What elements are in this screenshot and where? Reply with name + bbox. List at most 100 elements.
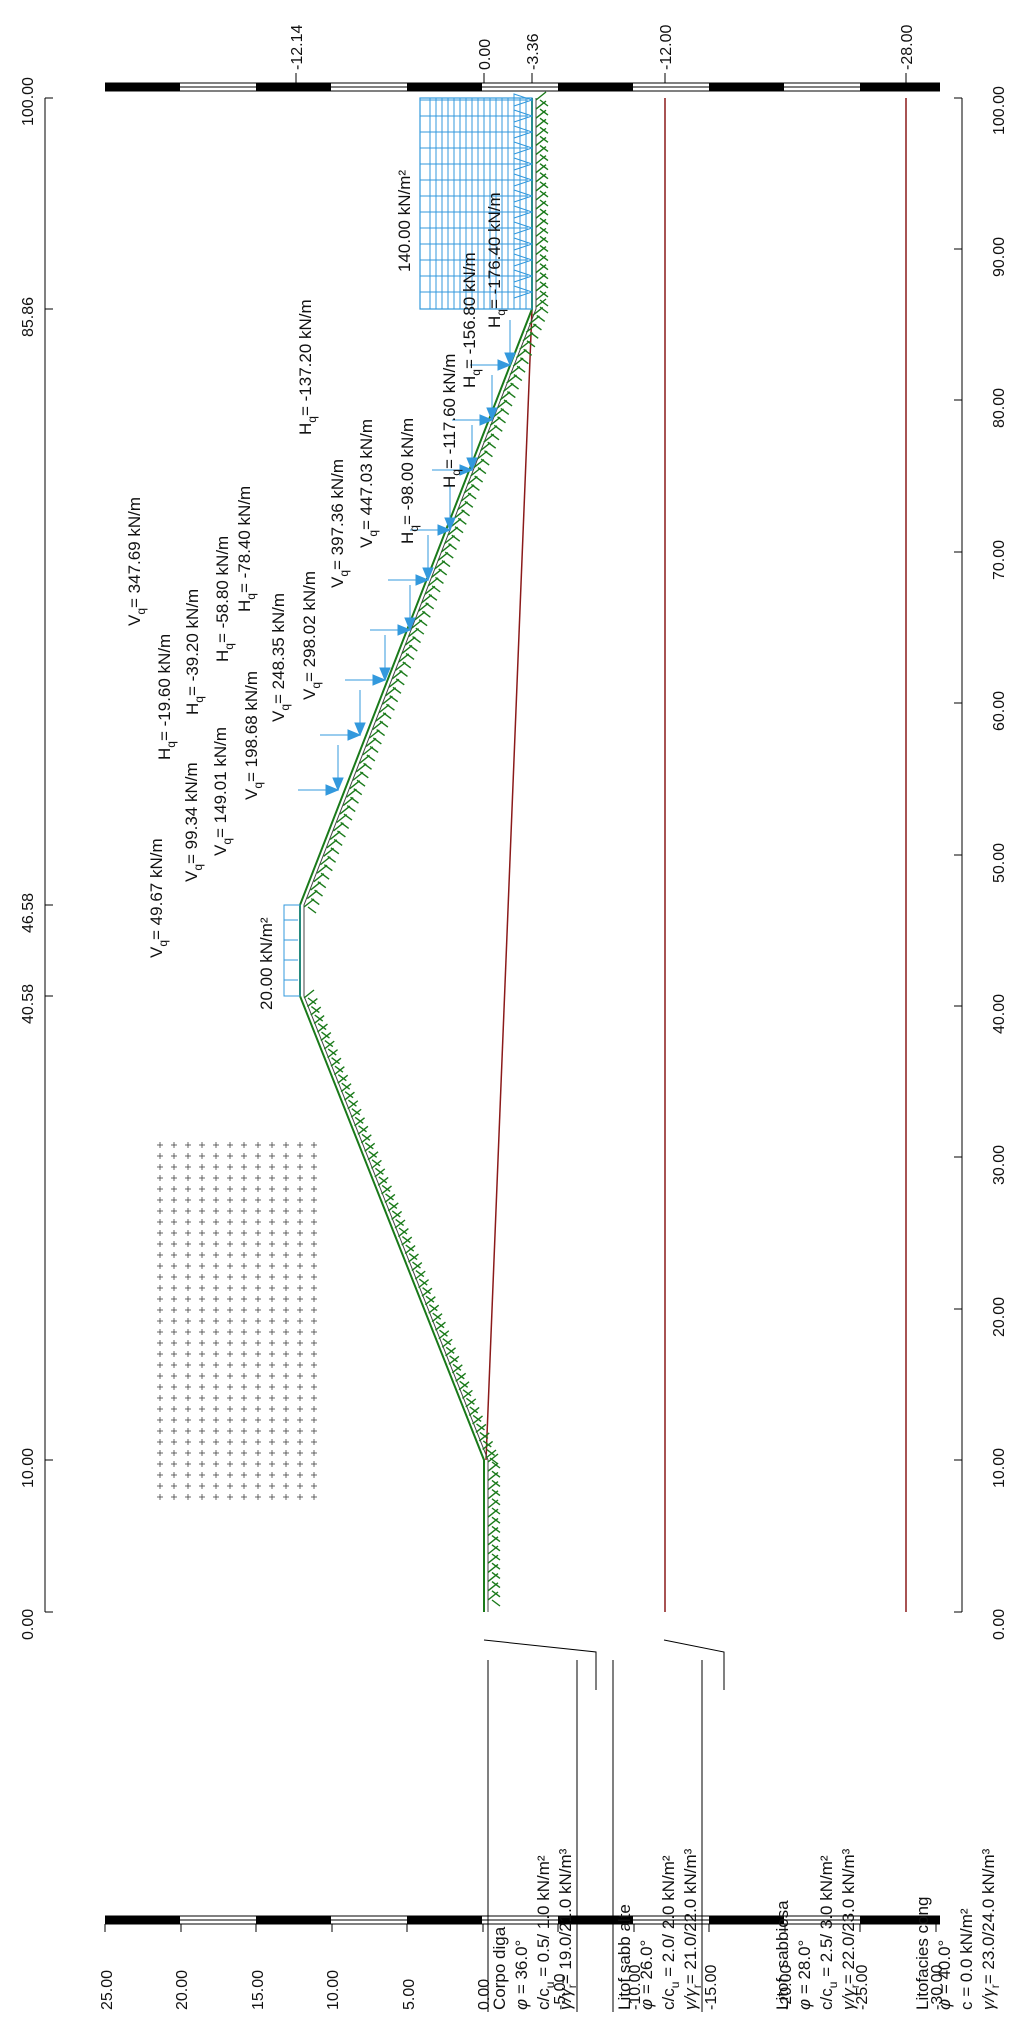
vertical-symbol: V	[300, 688, 319, 700]
vertical-subscript: q	[251, 782, 265, 789]
x-label: 40.00	[991, 994, 1008, 1034]
bottom-scale: 25.00 20.00 15.00 10.00 5.00 0.00 -5.00 …	[99, 1915, 946, 2010]
downstream-load: 140.00 kN/m²	[395, 93, 534, 310]
x-label: 10.00	[991, 1448, 1008, 1488]
horizontal-value: = -78.40 kN/m	[235, 486, 254, 593]
horizontal-subscript: q	[164, 741, 178, 748]
horizontal-load-label: Hq= -19.60 kN/m	[155, 634, 178, 760]
vertical-value: = 99.34 kN/m	[182, 762, 201, 864]
horizontal-load-label: Hq= -39.20 kN/m	[183, 589, 206, 715]
y-label: 5.00	[401, 1979, 418, 2010]
horizontal-symbol: H	[155, 748, 174, 760]
x-key-label: 85.86	[20, 297, 37, 337]
y-label: -25.00	[854, 1965, 871, 2010]
horizontal-symbol: H	[183, 703, 202, 715]
vertical-symbol: V	[125, 614, 144, 626]
horizontal-subscript: q	[449, 469, 463, 476]
material-weight: γ/γr= 23.0/24.0 kN/m³	[979, 1848, 1002, 2010]
y-label: 0.00	[476, 1979, 493, 2010]
x-label: 60.00	[991, 691, 1008, 731]
material-name: Corpo diga	[490, 1926, 509, 2010]
horizontal-load-label: Hq= -176.40 kN/m	[485, 192, 508, 328]
slope-point-loads	[298, 320, 516, 796]
material-cohesion: c/cu = 0.5/ 1.0 kN/m²	[534, 1855, 557, 2010]
y-label: -15.00	[703, 1965, 720, 2010]
layer-lines	[485, 98, 907, 1612]
top-label: -3.36	[525, 33, 542, 70]
vertical-value: = 298.02 kN/m	[300, 571, 319, 682]
y-label: -5.00	[552, 1973, 569, 2010]
horizontal-load-label: Hq= -58.80 kN/m	[213, 536, 236, 662]
materials-legend: Corpo diga φ = 36.0°c/cu = 0.5/ 1.0 kN/m²…	[483, 1639, 1002, 2012]
x-label: 30.00	[991, 1145, 1008, 1185]
vertical-subscript: q	[191, 864, 205, 871]
horizontal-symbol: H	[440, 476, 459, 488]
vertical-value: = 198.68 kN/m	[242, 671, 261, 782]
vertical-subscript: q	[134, 608, 148, 615]
vertical-load-label: Vq= 447.03 kN/m	[357, 419, 380, 548]
load-labels: Vq= 49.67 kN/m Vq= 99.34 kN/m Vq= 149.01 k…	[125, 192, 508, 958]
vertical-subscript: q	[156, 940, 170, 947]
horizontal-subscript: q	[494, 309, 508, 316]
horizontal-symbol: H	[460, 376, 479, 388]
horizontal-value: = -176.40 kN/m	[485, 192, 504, 309]
material-cohesion: c = 0.0 kN/m²	[957, 1908, 976, 2010]
y-label: -10.00	[627, 1965, 644, 2010]
x-label: 100.00	[991, 86, 1008, 135]
material-cohesion: c/cu = 2.0/ 2.0 kN/m²	[659, 1855, 682, 2010]
left-axis: 0.00 10.00 40.58 46.58 85.86 100.00	[20, 77, 53, 1640]
horizontal-subscript: q	[305, 416, 319, 423]
material-phi: φ = 40.0°	[935, 1940, 954, 2010]
horizontal-load-label: Hq= -78.40 kN/m	[235, 486, 258, 612]
top-label: 0.00	[477, 39, 494, 70]
vertical-value: = 149.01 kN/m	[211, 727, 230, 838]
top-label: -28.00	[899, 25, 916, 70]
y-label: 20.00	[174, 1970, 191, 2010]
vertical-load-label: Vq= 149.01 kN/m	[211, 727, 234, 856]
top-label: -12.00	[658, 25, 675, 70]
horizontal-subscript: q	[469, 369, 483, 376]
horizontal-value: = -137.20 kN/m	[296, 299, 315, 416]
horizontal-symbol: H	[235, 600, 254, 612]
crest-load-label: 20.00 kN/m²	[257, 917, 276, 1010]
vertical-value: = 248.35 kN/m	[269, 593, 288, 704]
vertical-symbol: V	[357, 536, 376, 548]
vertical-subscript: q	[278, 704, 292, 711]
vertical-load-label: Vq= 347.69 kN/m	[125, 497, 148, 626]
material-name: Litofacies cong	[913, 1897, 932, 2010]
horizontal-load-label: Hq= -98.00 kN/m	[398, 418, 421, 544]
x-label: 50.00	[991, 843, 1008, 883]
horizontal-value: = -156.80 kN/m	[460, 252, 479, 369]
x-label: 0.00	[991, 1609, 1008, 1640]
x-label: 90.00	[991, 237, 1008, 277]
horizontal-subscript: q	[222, 643, 236, 650]
x-key-label: 0.00	[20, 1609, 37, 1640]
vertical-value: = 397.36 kN/m	[328, 459, 347, 570]
horizontal-load-label: Hq= -137.20 kN/m	[296, 299, 319, 435]
vertical-value: = 347.69 kN/m	[125, 497, 144, 608]
vertical-symbol: V	[328, 576, 347, 588]
vertical-value: = 49.67 kN/m	[147, 838, 166, 940]
vertical-load-label: Vq= 248.35 kN/m	[269, 593, 292, 722]
right-axis: 0.00 10.00 20.00 30.00 40.00 50.00 60.00…	[954, 86, 1008, 1640]
material-cohesion: c/cu = 2.5/ 3.0 kN/m²	[817, 1855, 840, 2010]
x-key-label: 100.00	[20, 77, 37, 126]
y-label: -20.00	[778, 1965, 795, 2010]
vertical-subscript: q	[220, 838, 234, 845]
vertical-subscript: q	[366, 530, 380, 537]
vertical-subscript: q	[337, 570, 351, 577]
material-name: Litof. sabbiosa	[773, 1900, 792, 2010]
vertical-load-label: Vq= 198.68 kN/m	[242, 671, 265, 800]
vertical-symbol: V	[147, 946, 166, 958]
horizontal-value: = -117.60 kN/m	[440, 354, 459, 469]
horizontal-load-label: Hq= -117.60 kN/m	[440, 354, 463, 488]
layer-boundary-sloped	[485, 308, 533, 1461]
crest-load: 20.00 kN/m²	[257, 904, 301, 1010]
vertical-symbol: V	[242, 788, 261, 800]
horizontal-symbol: H	[296, 423, 315, 435]
vertical-subscript: q	[309, 682, 323, 689]
horizontal-value: = -39.20 kN/m	[183, 589, 202, 696]
material-weight: γ/γr= 21.0/22.0 kN/m³	[681, 1848, 704, 2010]
vertical-symbol: V	[269, 710, 288, 722]
